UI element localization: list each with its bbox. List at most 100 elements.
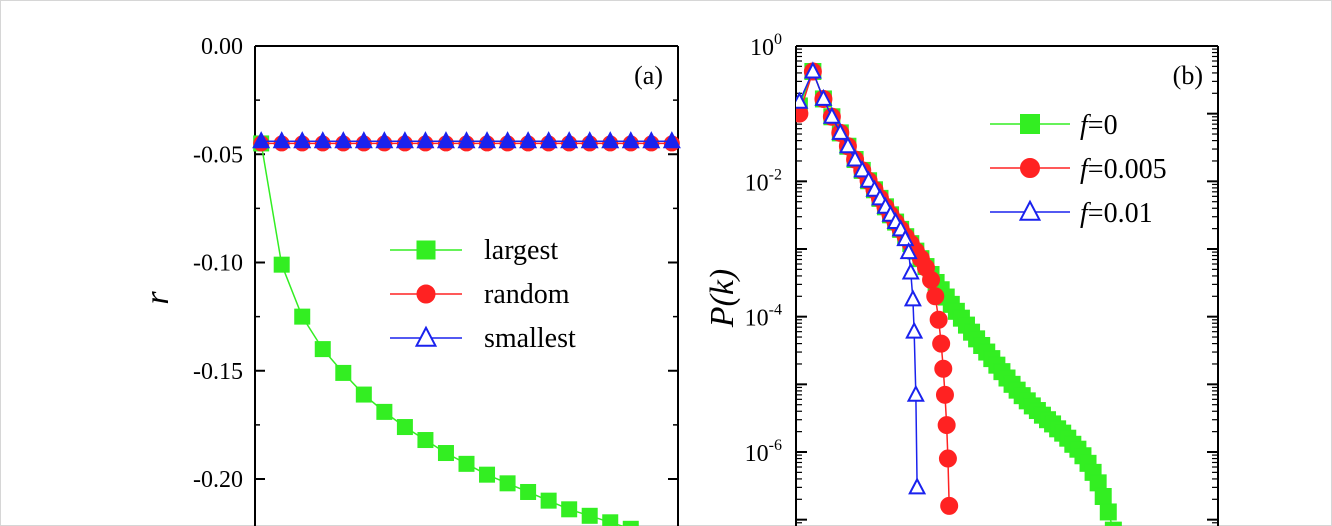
data-point-smallest <box>457 131 476 149</box>
data-point-largest <box>335 364 352 381</box>
data-point-smallest <box>601 131 620 149</box>
data-point-smallest <box>478 131 497 149</box>
panel-a-ticks: 0.00 -0.05 -0.10 -0.15 -0.20 <box>193 34 678 493</box>
data-point-f=0.01 <box>846 149 865 167</box>
data-point-smallest <box>560 131 579 149</box>
legend-label-f=0.01: f=0.01 <box>1080 198 1153 229</box>
data-point-largest <box>458 455 475 472</box>
data-point-largest <box>520 483 537 500</box>
data-point-f=0.005 <box>932 334 951 353</box>
data-point-f=0.01 <box>905 321 924 339</box>
data-point-f=0.01 <box>853 160 872 178</box>
legend-label-smallest: smallest <box>484 323 576 354</box>
data-point-f=0.01 <box>901 262 920 280</box>
data-point-smallest <box>313 131 332 149</box>
data-point-f=0.005 <box>940 496 959 515</box>
legend-marker-smallest <box>414 325 438 347</box>
panel-b-series <box>796 61 1122 526</box>
data-point-smallest <box>293 131 312 149</box>
data-point-f=0.01 <box>838 136 857 154</box>
data-point-f=0.005 <box>937 416 956 435</box>
legend-marker-f=0.005 <box>1020 158 1040 178</box>
legend-marker-largest <box>416 240 436 260</box>
data-point-smallest <box>375 131 394 149</box>
data-point-smallest <box>416 131 435 149</box>
panel-a-label: (a) <box>634 61 663 90</box>
data-point-smallest <box>354 131 373 149</box>
data-point-f=0 <box>1099 503 1117 521</box>
y-tick-label: 0.00 <box>201 34 243 60</box>
data-point-f=0.01 <box>859 170 878 188</box>
panel-b-label: (b) <box>1173 61 1203 90</box>
y-tick-label: -0.05 <box>193 142 243 168</box>
y-tick-label: 100 <box>750 31 782 61</box>
data-point-f=0.005 <box>938 449 957 468</box>
legend-marker-random <box>416 284 436 304</box>
data-point-smallest <box>621 131 640 149</box>
legend-marker-f=0.01 <box>1018 199 1042 221</box>
data-point-f=0.01 <box>906 384 925 402</box>
panel-b-legend: f=0 f=0.005 f=0.01 <box>990 110 1167 229</box>
y-tick-label: -0.20 <box>193 467 243 493</box>
data-point-smallest <box>519 131 538 149</box>
data-point-f=0.005 <box>935 385 954 404</box>
data-point-f=0.01 <box>831 122 850 140</box>
legend-label-largest: largest <box>484 235 558 266</box>
data-point-smallest <box>395 131 414 149</box>
data-point-smallest <box>272 131 291 149</box>
data-point-smallest <box>642 131 661 149</box>
legend-label-f=0: f=0 <box>1080 110 1118 141</box>
data-point-largest <box>561 501 578 518</box>
data-point-f=0.01 <box>908 477 927 495</box>
data-point-smallest <box>436 131 455 149</box>
panel-a-ylabel: r <box>139 291 176 305</box>
data-point-f=0.01 <box>814 88 833 106</box>
data-point-smallest <box>252 131 271 149</box>
data-point-smallest <box>334 131 353 149</box>
data-point-f=0.005 <box>926 287 945 306</box>
y-tick-label: 10-2 <box>745 166 782 196</box>
data-point-f=0.005 <box>934 359 953 378</box>
y-tick-label: -0.10 <box>193 251 243 277</box>
data-point-smallest <box>539 131 558 149</box>
data-point-largest <box>355 386 372 403</box>
y-tick-label: 10-4 <box>745 302 782 332</box>
legend-marker-f=0 <box>1020 114 1040 134</box>
data-point-largest <box>602 514 619 526</box>
data-point-largest <box>294 308 311 325</box>
data-point-f=0.01 <box>899 241 918 260</box>
data-point-smallest <box>580 131 599 149</box>
data-point-smallest <box>662 131 681 149</box>
data-point-largest <box>540 492 557 509</box>
panel-b: 100 10-2 10-4 10-6 (b) P(k) f=0 f=0.005 f=0.0… <box>704 31 1219 526</box>
data-point-f=0.01 <box>903 289 922 307</box>
y-tick-label: 10-6 <box>745 437 782 467</box>
data-point-largest <box>581 507 598 524</box>
data-point-largest <box>417 432 434 449</box>
data-point-largest <box>437 445 454 462</box>
data-point-largest <box>622 520 639 526</box>
data-point-largest <box>479 466 496 483</box>
data-point-f=0.01 <box>803 61 822 79</box>
data-point-f=0.01 <box>896 228 915 247</box>
data-point-f=0.005 <box>929 310 948 329</box>
data-point-f=0 <box>1094 487 1112 505</box>
panel-a-series <box>252 131 681 526</box>
y-tick-label: -0.15 <box>193 359 243 385</box>
data-point-smallest <box>498 131 517 149</box>
data-point-largest <box>314 341 331 358</box>
panel-a: 0.00 -0.05 -0.10 -0.15 -0.20 (a) r largest ra… <box>139 34 681 526</box>
data-point-f=0.01 <box>796 91 809 109</box>
data-point-f=0.01 <box>822 106 841 124</box>
legend-label-f=0.005: f=0.005 <box>1080 154 1167 185</box>
data-point-largest <box>396 419 413 436</box>
legend-label-random: random <box>484 279 570 310</box>
panel-b-ylabel: P(k) <box>704 269 741 329</box>
data-point-largest <box>376 403 393 420</box>
panel-a-legend: largest random smallest <box>390 235 576 354</box>
data-point-largest <box>273 256 290 273</box>
data-point-f=0.005 <box>922 270 941 289</box>
data-point-f=0 <box>1104 521 1122 526</box>
